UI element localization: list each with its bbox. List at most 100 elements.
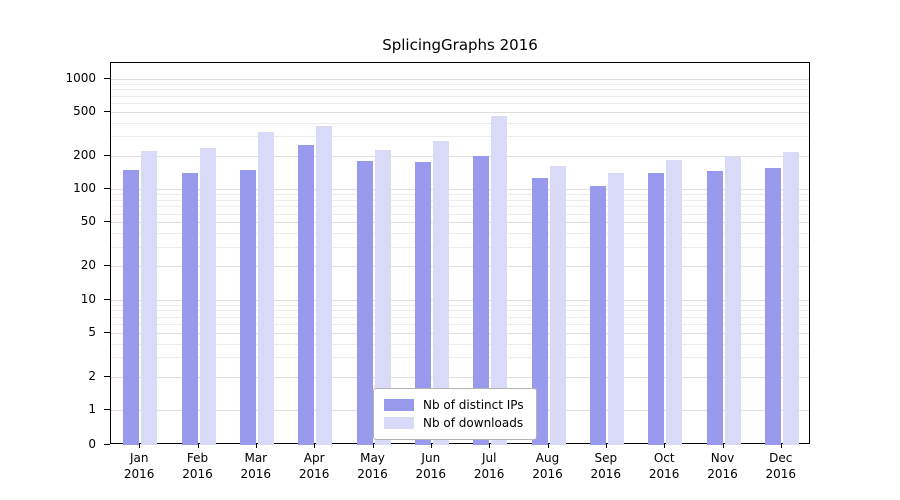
bar-distinct-ips <box>123 169 140 445</box>
x-tick-mark <box>372 444 374 448</box>
bar-downloads <box>724 157 741 445</box>
x-tick-mark <box>430 444 432 448</box>
plot-area <box>110 62 810 445</box>
gridline <box>111 376 809 378</box>
x-tick-mark <box>605 444 607 448</box>
x-tick-mark <box>255 444 257 448</box>
y-tick-mark <box>104 265 110 267</box>
gridline <box>111 299 809 301</box>
y-tick-label: 0 <box>88 437 96 451</box>
bar-downloads <box>316 126 333 445</box>
y-tick-label: 500 <box>73 103 96 118</box>
bar-downloads <box>432 141 449 445</box>
gridline <box>111 111 809 113</box>
bar-distinct-ips <box>706 171 723 445</box>
bar-downloads <box>549 166 566 445</box>
y-tick-label: 50 <box>80 214 96 229</box>
gridline <box>111 213 809 215</box>
gridline <box>111 222 809 224</box>
x-tick-label: Jun 2016 <box>415 451 447 481</box>
bar-distinct-ips <box>531 178 548 445</box>
bar-downloads <box>607 172 624 445</box>
legend-item-distinct-ips: Nb of distinct IPs <box>384 397 524 413</box>
y-tick-label: 10 <box>80 291 96 306</box>
x-tick-label: Oct 2016 <box>648 451 680 481</box>
bar-distinct-ips <box>356 160 373 445</box>
y-tick-mark <box>104 77 110 79</box>
y-tick-label: 5 <box>88 324 96 339</box>
x-tick-mark <box>197 444 199 448</box>
gridline <box>111 206 809 208</box>
y-tick-label: 100 <box>73 181 96 195</box>
y-tick-label: 20 <box>80 258 96 273</box>
bar-downloads <box>257 131 274 445</box>
bar-downloads <box>782 152 799 445</box>
gridline <box>111 357 809 359</box>
gridline <box>111 304 809 306</box>
bar-distinct-ips <box>181 172 198 445</box>
legend-label-distinct-ips: Nb of distinct IPs <box>423 398 524 412</box>
x-tick-label: Sep 2016 <box>590 451 622 481</box>
x-tick-mark <box>139 444 141 448</box>
gridline <box>111 194 809 196</box>
x-tick-mark <box>489 444 491 448</box>
gridline <box>111 233 809 234</box>
gridline <box>111 324 809 325</box>
x-tick-label: Feb 2016 <box>182 451 213 481</box>
x-tick-mark <box>664 444 666 448</box>
legend-item-downloads: Nb of downloads <box>384 415 524 431</box>
bar-downloads <box>491 115 508 445</box>
y-tick-mark <box>104 375 110 377</box>
gridline <box>111 155 809 157</box>
gridline <box>111 332 809 334</box>
gridline <box>111 266 809 268</box>
y-tick-mark <box>104 298 110 300</box>
x-tick-mark <box>722 444 724 448</box>
bar-distinct-ips <box>298 145 315 445</box>
gridline <box>111 103 809 104</box>
y-tick-label: 200 <box>73 147 96 162</box>
gridline <box>111 136 809 138</box>
y-tick-label: 2 <box>88 368 96 383</box>
y-tick-mark <box>104 154 110 156</box>
bar-downloads <box>141 151 158 445</box>
y-tick-mark <box>104 444 110 445</box>
gridline <box>111 122 809 124</box>
y-tick-mark <box>104 221 110 223</box>
y-tick-mark <box>104 110 110 112</box>
x-tick-mark <box>780 444 782 448</box>
gridline <box>111 83 809 85</box>
x-tick-label: Nov 2016 <box>707 451 738 481</box>
gridline <box>111 316 809 318</box>
y-tick-label: 1000 <box>65 70 96 85</box>
bar-distinct-ips <box>648 172 665 445</box>
x-tick-label: May 2016 <box>357 451 388 481</box>
gridline <box>111 95 809 97</box>
y-tick-mark <box>104 188 110 189</box>
x-tick-label: Mar 2016 <box>240 451 272 481</box>
x-tick-label: Aug 2016 <box>532 451 563 481</box>
gridline <box>111 343 809 345</box>
bar-distinct-ips <box>414 162 431 445</box>
y-tick-label: 1 <box>88 402 96 416</box>
x-tick-label: Dec 2016 <box>765 451 797 481</box>
x-tick-label: Jul 2016 <box>473 451 505 481</box>
gridline <box>111 78 809 80</box>
bar-distinct-ips <box>764 168 781 445</box>
gridline <box>111 189 809 190</box>
y-tick-mark <box>104 331 110 333</box>
x-tick-mark <box>314 444 316 448</box>
gridline <box>111 246 809 248</box>
gridline <box>111 199 809 201</box>
gridline <box>111 89 809 91</box>
x-tick-label: Jan 2016 <box>123 451 155 481</box>
legend: Nb of distinct IPs Nb of downloads <box>373 388 537 440</box>
bar-downloads <box>199 148 216 445</box>
legend-swatch-downloads <box>384 417 414 429</box>
bar-distinct-ips <box>589 185 606 445</box>
chart-title: SplicingGraphs 2016 <box>382 36 538 54</box>
legend-swatch-distinct-ips <box>384 399 414 411</box>
y-tick-mark <box>104 409 110 410</box>
legend-label-downloads: Nb of downloads <box>423 416 524 430</box>
bar-distinct-ips <box>239 169 256 445</box>
